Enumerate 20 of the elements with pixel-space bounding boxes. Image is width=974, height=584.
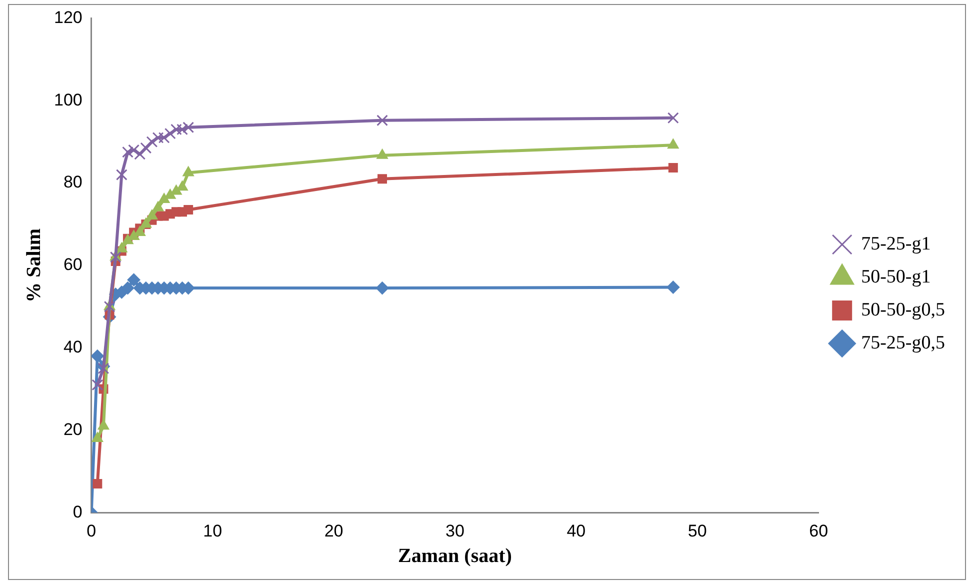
x-tick-label: 50 <box>688 521 707 540</box>
x-axis-title: Zaman (saat) <box>398 545 512 568</box>
x-tick-label: 60 <box>809 521 828 540</box>
x-tick-label: 40 <box>566 521 586 540</box>
legend-label: 50-50-g0,5 <box>861 299 945 320</box>
y-tick-label: 20 <box>63 420 82 439</box>
legend-label: 75-25-g0,5 <box>861 332 945 354</box>
x-tick-label: 10 <box>203 521 222 540</box>
y-tick-label: 80 <box>63 172 82 192</box>
x-tick-label: 0 <box>86 521 96 540</box>
x-tick-label: 20 <box>324 521 344 540</box>
y-tick-label: 100 <box>54 90 82 110</box>
y-tick-label: 120 <box>54 8 82 27</box>
y-tick-label: 40 <box>63 337 82 356</box>
legend-label: 75-25-g1 <box>861 233 931 254</box>
legend-label: 50-50-g1 <box>861 266 931 288</box>
x-tick-label: 30 <box>446 521 464 540</box>
y-tick-label: 0 <box>72 502 82 522</box>
y-axis-title: % Salım <box>23 228 46 302</box>
y-tick-label: 60 <box>63 255 82 274</box>
